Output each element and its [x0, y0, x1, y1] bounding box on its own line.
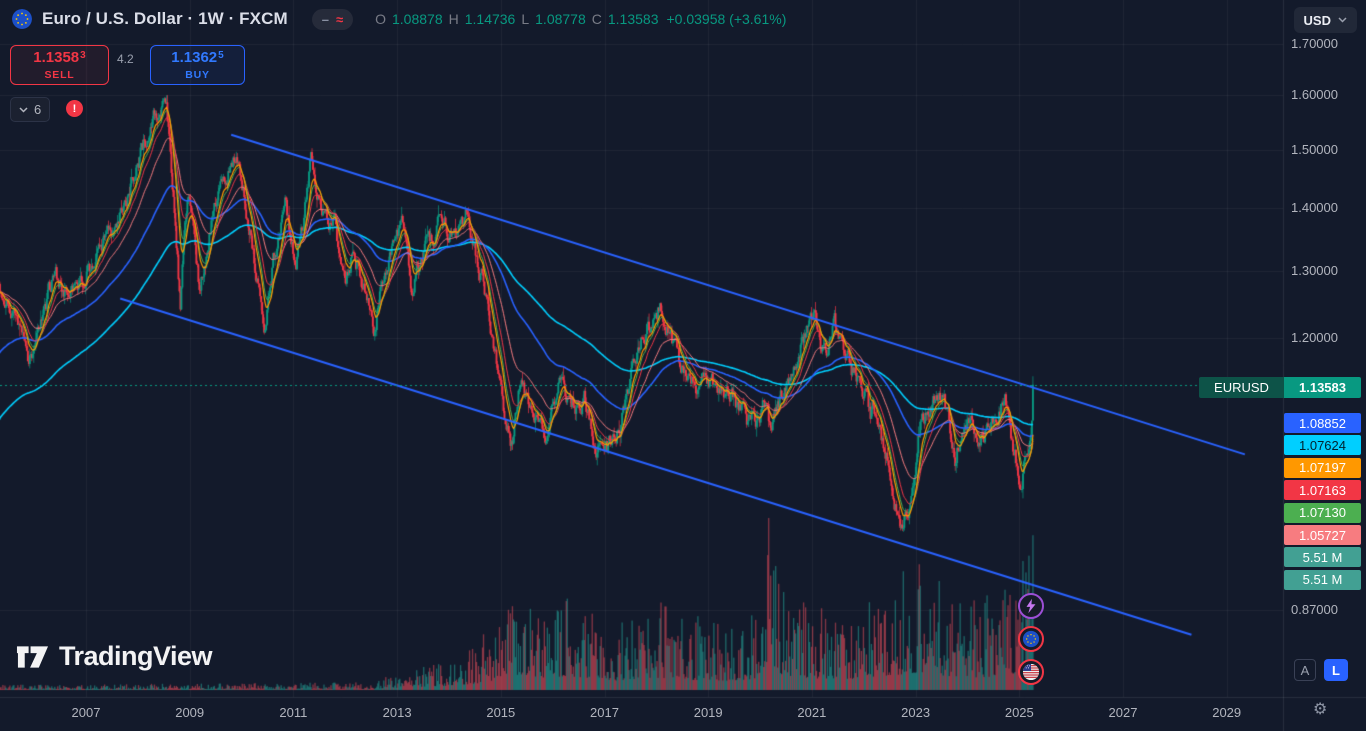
indicators-count: 6: [34, 102, 42, 117]
change-value: +0.03958 (+3.61%): [666, 11, 787, 27]
indicator-value-label: 1.08852: [1284, 413, 1361, 433]
chevron-down-icon: [19, 106, 28, 113]
time-axis-label: 2017: [590, 705, 619, 720]
dash-icon: –: [321, 11, 329, 27]
currency-selector[interactable]: USD: [1293, 7, 1357, 33]
time-axis-label: 2027: [1108, 705, 1138, 720]
indicators-collapse-toggle[interactable]: 6: [10, 97, 51, 122]
time-axis-label: 2007: [71, 705, 101, 720]
sell-label: SELL: [44, 68, 75, 81]
approx-icon: ≈: [335, 11, 344, 27]
time-axis-label: 2029: [1212, 705, 1242, 720]
last-price-label: EURUSD 1.13583: [1199, 377, 1361, 398]
price-axis-label: 1.30000: [1291, 262, 1338, 278]
log-scale-button[interactable]: L: [1324, 659, 1348, 681]
sell-button[interactable]: 1.1358 3 SELL: [10, 45, 109, 85]
gear-icon[interactable]: ⚙: [1313, 699, 1328, 718]
sell-price-fraction: 3: [80, 49, 86, 61]
price-axis-label: 1.50000: [1291, 141, 1338, 157]
price-axis-label: 1.70000: [1291, 36, 1338, 51]
indicator-value-label: 1.07624: [1284, 435, 1361, 456]
chevron-down-icon: [1338, 17, 1347, 23]
open-label: O: [375, 11, 386, 27]
buy-button[interactable]: 1.1362 5 BUY: [150, 45, 245, 85]
price-axis-label: 1.20000: [1291, 330, 1338, 346]
price-axis-label: 1.40000: [1291, 200, 1338, 216]
indicator-value-label: 1.07163: [1284, 480, 1361, 501]
auto-scale-button[interactable]: A: [1294, 659, 1316, 681]
time-axis-label: 2013: [382, 705, 412, 720]
open-value: 1.08878: [392, 11, 443, 27]
price-axis-label: 0.87000: [1291, 602, 1338, 618]
time-axis-label: 2019: [693, 705, 723, 720]
spread-value: 4.2: [117, 52, 134, 66]
ohlc-readout: O 1.08878 H 1.14736 L 1.08778 C 1.13583 …: [375, 11, 786, 27]
symbol-title[interactable]: Euro / U.S. Dollar · 1W · FXCM: [42, 9, 288, 28]
high-label: H: [448, 11, 459, 27]
indicator-values-toggle[interactable]: – ≈: [311, 8, 354, 30]
time-axis-label: 2023: [901, 705, 931, 720]
last-price-value: 1.13583: [1284, 377, 1361, 398]
indicator-value-label: 1.07130: [1284, 502, 1361, 523]
buy-label: BUY: [185, 68, 210, 81]
eu-flag-event-icon[interactable]: [1018, 626, 1044, 652]
indicator-value-label: 1.05727: [1284, 525, 1361, 545]
sell-price: 1.1358: [33, 48, 80, 66]
close-value: 1.13583: [607, 11, 659, 27]
buy-price-fraction: 5: [218, 49, 224, 61]
indicator-value-label: 5.51 M: [1284, 547, 1361, 568]
time-axis-label: 2025: [1004, 705, 1034, 720]
time-axis-label: 2021: [797, 705, 827, 720]
event-markers: [1018, 593, 1044, 685]
time-axis[interactable]: [0, 697, 1366, 731]
high-value: 1.14736: [464, 11, 516, 27]
time-axis-label: 2015: [486, 705, 516, 720]
indicator-value-label: 5.51 M: [1284, 569, 1361, 590]
price-axis[interactable]: [1283, 0, 1366, 697]
low-label: L: [521, 11, 530, 27]
us-flag-event-icon[interactable]: [1018, 659, 1044, 685]
topbar: Euro / U.S. Dollar · 1W · FXCM – ≈ O 1.0…: [0, 0, 786, 38]
time-axis-label: 2009: [175, 705, 205, 720]
eu-flag-icon: [12, 9, 32, 29]
lightning-event-icon[interactable]: [1018, 593, 1044, 619]
currency-label: USD: [1303, 12, 1331, 28]
indicator-value-label: 1.07197: [1284, 457, 1361, 478]
tradingview-watermark[interactable]: TradingView: [16, 641, 213, 672]
price-axis-label: 1.60000: [1291, 87, 1338, 103]
tradingview-brand: TradingView: [59, 641, 213, 671]
time-axis-label: 2011: [279, 705, 308, 720]
warning-glyph: !: [72, 102, 77, 115]
tradingview-logo-icon: [16, 645, 49, 668]
last-price-symbol: EURUSD: [1199, 377, 1284, 398]
close-label: C: [591, 11, 602, 27]
buy-price: 1.1362: [171, 48, 218, 66]
warning-icon[interactable]: !: [66, 100, 83, 117]
low-value: 1.08778: [535, 11, 586, 27]
